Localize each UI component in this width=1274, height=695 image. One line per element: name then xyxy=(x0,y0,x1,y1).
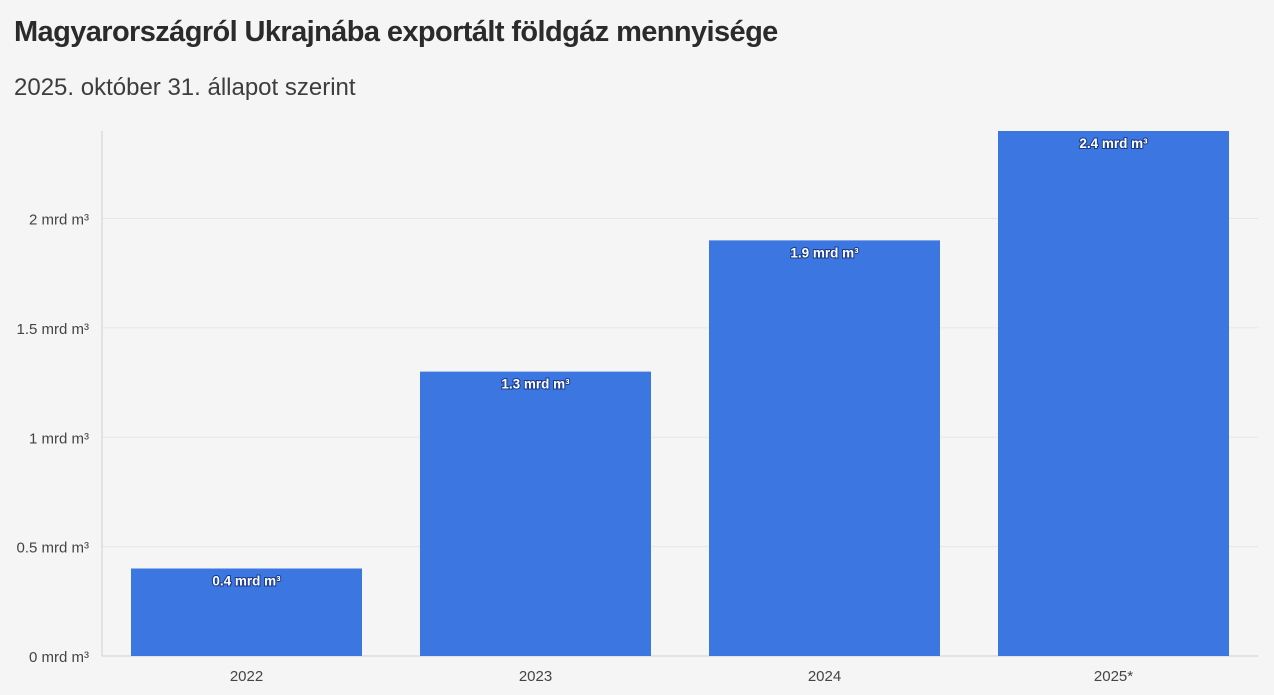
bar-value-label: 1.9 mrd m³ xyxy=(790,245,859,260)
bar-value-label: 1.3 mrd m³ xyxy=(501,377,570,392)
y-tick-label: 1 mrd m³ xyxy=(29,430,89,447)
bar xyxy=(709,240,940,656)
axes: 0 mrd m³ 0.5 mrd m³ 1 mrd m³ 1.5 mrd m³ 2 mr… xyxy=(16,131,1133,685)
y-tick-label: 1.5 mrd m³ xyxy=(16,321,89,338)
bar-value-label: 0.4 mrd m³ xyxy=(212,574,281,589)
x-tick-label: 2023 xyxy=(519,668,552,685)
bar-value-label: 2.4 mrd m³ xyxy=(1079,136,1148,151)
x-tick-label: 2024 xyxy=(808,668,841,685)
y-tick-label: 2 mrd m³ xyxy=(29,212,89,229)
chart-title: Magyarországról Ukrajnába exportált föld… xyxy=(14,16,778,48)
chart-subtitle: 2025. október 31. állapot szerint xyxy=(14,74,356,101)
x-tick-label: 2022 xyxy=(230,668,263,685)
bar xyxy=(998,131,1229,656)
bars: 0.4 mrd m³ 1.3 mrd m³ 1.9 mrd m³ 2.4 mrd m³ xyxy=(131,131,1229,656)
y-tick-label: 0 mrd m³ xyxy=(29,649,89,666)
bar xyxy=(131,568,362,656)
bar xyxy=(420,371,651,656)
x-tick-label: 2025* xyxy=(1094,668,1133,685)
y-tick-label: 0.5 mrd m³ xyxy=(16,540,89,557)
